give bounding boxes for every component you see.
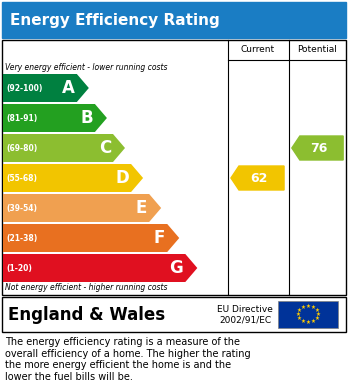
Text: 62: 62	[250, 172, 267, 185]
Bar	[278, 301, 338, 328]
Text: ★: ★	[301, 319, 306, 324]
Text: ★: ★	[306, 304, 310, 309]
Text: (39-54): (39-54)	[6, 203, 37, 212]
Text: ★: ★	[301, 305, 306, 310]
Text: ★: ★	[297, 316, 302, 321]
Text: (55-68): (55-68)	[6, 174, 37, 183]
Text: Very energy efficient - lower running costs: Very energy efficient - lower running co…	[5, 63, 167, 72]
Text: ★: ★	[295, 312, 300, 317]
Text: (92-100): (92-100)	[6, 84, 42, 93]
Text: Current: Current	[240, 45, 275, 54]
Polygon shape	[3, 194, 161, 222]
Text: ★: ★	[314, 308, 319, 313]
Text: A: A	[62, 79, 75, 97]
Text: ★: ★	[316, 312, 321, 317]
Text: D: D	[115, 169, 129, 187]
Bar	[2, 2, 346, 38]
Polygon shape	[292, 136, 343, 160]
Text: F: F	[154, 229, 165, 247]
Text: ★: ★	[306, 320, 310, 325]
Text: G: G	[169, 259, 183, 277]
Polygon shape	[3, 254, 197, 282]
Polygon shape	[3, 104, 107, 132]
Text: England & Wales: England & Wales	[8, 305, 165, 323]
Text: Not energy efficient - higher running costs: Not energy efficient - higher running co…	[5, 283, 167, 292]
Bar	[2, 297, 346, 332]
Text: ★: ★	[310, 319, 315, 324]
Text: C: C	[99, 139, 111, 157]
Text: (1-20): (1-20)	[6, 264, 32, 273]
Text: ★: ★	[297, 308, 302, 313]
Text: B: B	[80, 109, 93, 127]
Text: 76: 76	[310, 142, 327, 154]
Bar	[2, 40, 346, 295]
Text: Energy Efficiency Rating: Energy Efficiency Rating	[10, 13, 220, 27]
Text: The energy efficiency rating is a measure of the
overall efficiency of a home. T: The energy efficiency rating is a measur…	[5, 337, 251, 382]
Polygon shape	[3, 164, 143, 192]
Polygon shape	[3, 224, 179, 252]
Text: ★: ★	[314, 316, 319, 321]
Polygon shape	[3, 134, 125, 162]
Text: (69-80): (69-80)	[6, 143, 37, 152]
Text: (21-38): (21-38)	[6, 233, 37, 242]
Text: E: E	[136, 199, 147, 217]
Text: EU Directive
2002/91/EC: EU Directive 2002/91/EC	[217, 305, 273, 324]
Polygon shape	[231, 166, 284, 190]
Text: Potential: Potential	[298, 45, 338, 54]
Text: (81-91): (81-91)	[6, 113, 37, 122]
Text: ★: ★	[310, 305, 315, 310]
Polygon shape	[3, 74, 89, 102]
